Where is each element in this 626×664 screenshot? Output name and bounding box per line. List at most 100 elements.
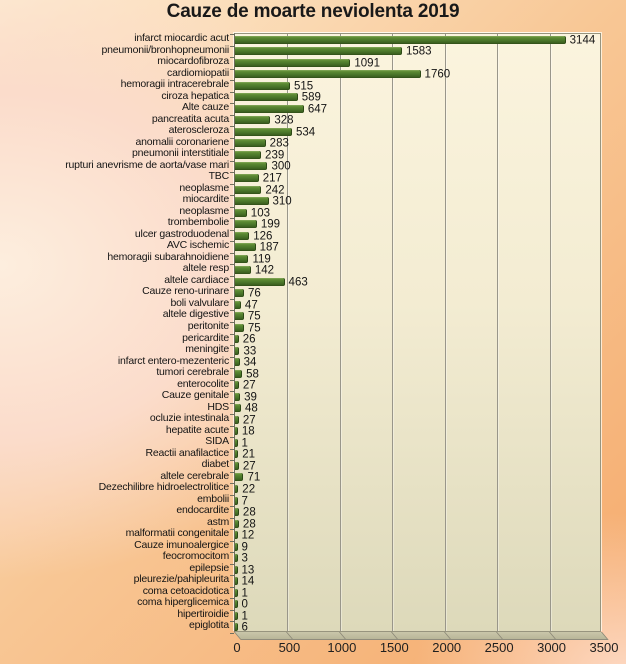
bar-value-label: 199 (260, 218, 281, 231)
bar (235, 427, 238, 436)
bar (235, 312, 244, 321)
y-axis-tick (230, 264, 234, 266)
gridline (549, 34, 551, 631)
bar (235, 289, 244, 298)
x-tick-label: 500 (278, 640, 301, 655)
bar (235, 173, 259, 182)
floor-gridline-foot (443, 632, 451, 639)
y-axis-tick (230, 206, 234, 208)
category-label: hepatite acute (165, 423, 229, 436)
bar (235, 104, 304, 113)
floor-gridline-foot (391, 632, 399, 639)
y-axis-tick (230, 68, 234, 70)
y-axis-tick (230, 34, 234, 35)
y-axis-tick (230, 506, 234, 508)
y-axis-tick (230, 494, 234, 496)
category-label: pneumonii/bronhopneumonii (101, 43, 229, 56)
category-label: miocardofibroza (157, 55, 229, 68)
bar (235, 358, 240, 367)
floor-gridline-foot (496, 632, 504, 639)
bar-value-label: 3 (241, 552, 248, 565)
y-axis-tick (230, 540, 234, 542)
y-axis-tick (230, 529, 234, 531)
y-axis-tick (230, 172, 234, 174)
y-axis-tick (230, 345, 234, 347)
y-axis-tick (230, 310, 234, 312)
floor-gridline-foot (548, 632, 556, 639)
y-axis-tick (230, 633, 234, 634)
category-label: altele resp (182, 262, 229, 275)
bar (235, 577, 238, 586)
bar (235, 162, 268, 171)
y-axis-tick (230, 218, 234, 220)
bar (235, 58, 351, 67)
bar-value-label: 14 (241, 575, 255, 588)
category-label: Reactii anafilactice (145, 446, 229, 459)
y-axis-tick (230, 471, 234, 473)
y-axis-tick (230, 368, 234, 370)
bar (235, 116, 271, 125)
category-label: SIDA (205, 435, 229, 448)
bar-value-label: 71 (247, 471, 261, 484)
bar (235, 127, 292, 136)
y-axis-tick (230, 575, 234, 577)
y-axis-tick (230, 195, 234, 197)
category-label: ocluzie intestinala (149, 412, 229, 425)
bar (235, 600, 238, 609)
bar (235, 220, 257, 229)
y-axis-tick (230, 91, 234, 93)
gridline (287, 34, 289, 631)
y-axis-tick (230, 598, 234, 600)
category-label: infarct entero-mezenteric (117, 354, 229, 367)
category-label: coma cetoacidotica (142, 584, 229, 597)
category-label: hipertiroidie (177, 607, 229, 620)
category-label: pericardite (182, 331, 229, 344)
bar (235, 485, 239, 493)
category-label: ulcer gastroduodenal (134, 227, 229, 240)
bar-value-label: 239 (265, 149, 285, 162)
bar-value-label: 515 (294, 80, 314, 93)
category-label: rupturi anevrisme de aorta/vase mari (65, 158, 229, 171)
category-label: Cauze genitale (161, 389, 229, 402)
category-label: neoplasme (179, 204, 229, 217)
y-axis-tick (230, 437, 234, 439)
category-label: anomalii coronariene (135, 135, 230, 148)
bar (235, 542, 238, 551)
bar (235, 623, 238, 632)
category-label: Cauze imunoalergice (134, 538, 229, 551)
bar (235, 70, 421, 79)
bar-value-label: 75 (247, 322, 261, 335)
bar (235, 47, 402, 56)
y-axis-tick (230, 241, 234, 243)
bar-value-label: 3144 (569, 34, 596, 47)
gridline (497, 34, 499, 631)
category-label: pleurezie/pahipleurita (133, 573, 230, 586)
bar (235, 369, 243, 378)
bar-value-label: 13 (241, 564, 255, 577)
bar-value-label: 48 (245, 402, 258, 415)
y-axis-tick (230, 298, 234, 300)
y-axis-tick (230, 483, 234, 485)
floor-gridline-foot (601, 632, 608, 639)
bar (235, 243, 256, 252)
bar (235, 150, 262, 159)
y-axis-tick (230, 609, 234, 611)
x-tick-label: 2500 (484, 640, 514, 655)
bar (235, 404, 242, 413)
y-axis-tick (230, 57, 234, 59)
x-tick-label: 3000 (537, 640, 567, 655)
bar-value-label: 28 (242, 506, 256, 519)
bar (235, 254, 249, 263)
category-label: feocromocitom (162, 550, 229, 563)
bar (235, 438, 238, 447)
bar-value-label: 1 (241, 587, 248, 600)
bar-value-label: 27 (242, 379, 256, 392)
category-label: epilepsie (189, 561, 229, 574)
bar-value-label: 126 (253, 230, 273, 243)
category-label: astm (207, 515, 229, 528)
bar-value-label: 75 (247, 310, 261, 323)
y-axis-tick (230, 379, 234, 381)
category-label: TBC (208, 170, 230, 183)
bar-value-label: 22 (242, 483, 256, 496)
